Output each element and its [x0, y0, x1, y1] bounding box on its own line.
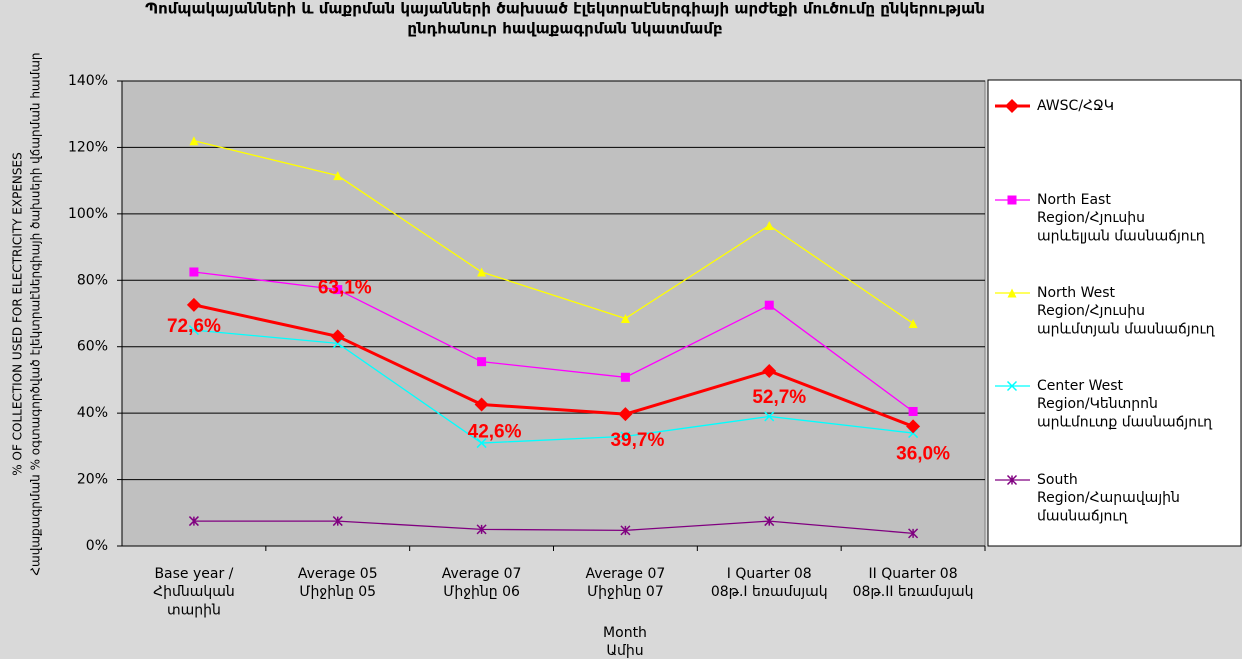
y-tick-label: 40% [77, 405, 108, 421]
chart-title: ընդհանուր հավաքագրման նկատմամբ [407, 20, 722, 38]
y-tick-label: 100% [68, 206, 108, 222]
marker [618, 407, 633, 422]
legend [987, 79, 1242, 547]
data-label: 72,6% [167, 316, 221, 337]
marker [1005, 99, 1019, 113]
plot-area [121, 80, 986, 547]
legend-label: South Region/Հարավային մասնաճյուղ [1037, 472, 1180, 524]
marker [908, 406, 918, 416]
marker [764, 300, 774, 310]
marker [764, 411, 775, 422]
data-label: 63,1% [318, 277, 372, 298]
marker [762, 363, 777, 378]
marker [332, 516, 343, 527]
x-tick-label: Average 05 Միջինը 05 [298, 566, 378, 600]
series-line [193, 271, 914, 413]
marker [1007, 195, 1017, 205]
x-tick-label: Base year / Հիմնական տարին [153, 566, 235, 618]
marker [188, 325, 199, 336]
series-line [193, 520, 914, 535]
marker [620, 372, 630, 382]
legend-label: Center West Region/Կենտրոն արևմուտք մասնաճ… [1037, 378, 1213, 430]
marker [186, 297, 201, 312]
marker [764, 220, 774, 230]
marker [1007, 288, 1017, 298]
series-line [193, 329, 914, 444]
marker [333, 171, 343, 181]
legend-label: North East Region/Հյուսիս արևելյան մասնաճյ… [1037, 192, 1206, 244]
marker [620, 313, 630, 323]
y-tick-label: 0% [86, 538, 108, 554]
x-tick-label: Average 07 Միջինը 06 [442, 566, 522, 600]
marker [620, 431, 631, 442]
marker [620, 525, 631, 536]
marker [476, 438, 487, 449]
y-tick-label: 60% [77, 339, 108, 355]
legend-label: AWSC/ՀՋԿ [1037, 98, 1114, 114]
marker [189, 136, 199, 146]
marker [477, 267, 487, 277]
data-label: 52,7% [752, 387, 806, 408]
series-line [193, 303, 914, 428]
marker [330, 329, 345, 344]
marker [908, 528, 919, 539]
chart-title: Պոմպակայանների և մաքրման կայանների ծախսա… [145, 0, 985, 18]
legend-label: North West Region/Հյուսիս արևմտյան մասնաճյ… [1037, 285, 1216, 337]
marker [474, 397, 489, 412]
marker [764, 516, 775, 527]
data-label: 39,7% [610, 430, 664, 451]
marker [188, 516, 199, 527]
marker [1006, 380, 1018, 392]
marker [908, 318, 918, 328]
data-label: 42,6% [468, 422, 522, 443]
x-tick-label: I Quarter 08 08թ.I եռամսյակ [711, 566, 828, 600]
y-tick-label: 140% [68, 73, 108, 89]
x-tick-label: Average 07 Միջինը 07 [586, 566, 666, 600]
marker [1006, 474, 1018, 486]
y-tick-label: 120% [68, 139, 108, 155]
marker [333, 285, 343, 295]
y-tick-label: 20% [77, 472, 108, 488]
y-axis-label: % OF COLLECTION USED FOR ELECTRICITY EXP… [11, 152, 25, 475]
marker [477, 357, 487, 367]
y-tick-label: 80% [77, 272, 108, 288]
y-axis-label: Հավաքագրման % օգտագործված էլեկտրաէներգիա… [29, 52, 43, 575]
marker [189, 267, 199, 277]
marker [476, 524, 487, 535]
marker [906, 419, 921, 434]
x-tick-label: II Quarter 08 08թ.II եռամսյակ [853, 566, 974, 600]
data-label: 36,0% [896, 443, 950, 464]
series-line [193, 140, 914, 325]
x-axis-label: Month Ամիս [603, 625, 647, 659]
